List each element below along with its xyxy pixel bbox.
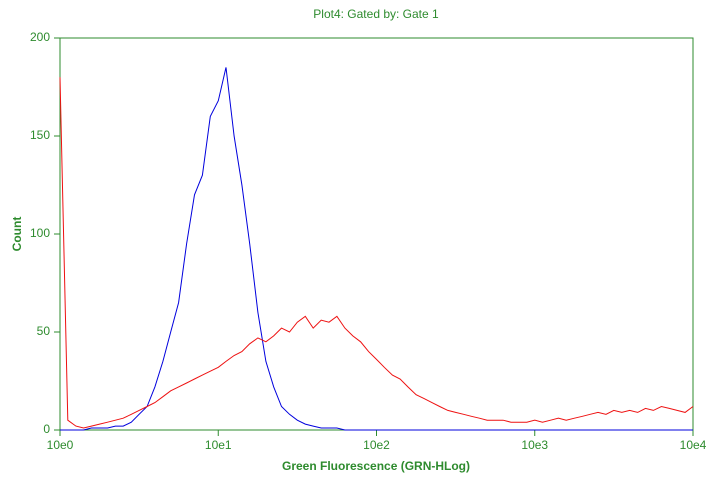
y-tick-label: 200 bbox=[30, 30, 50, 44]
y-tick-label: 100 bbox=[30, 226, 50, 240]
y-tick-label: 150 bbox=[30, 128, 50, 142]
chart-title: Plot4: Gated by: Gate 1 bbox=[313, 7, 439, 21]
histogram-line bbox=[60, 67, 693, 431]
x-tick-label: 10e1 bbox=[205, 438, 232, 452]
histogram-line bbox=[59, 77, 694, 429]
x-tick-label: 10e0 bbox=[47, 438, 74, 452]
x-axis-label: Green Fluorescence (GRN-HLog) bbox=[282, 459, 470, 473]
y-tick-label: 50 bbox=[37, 324, 51, 338]
y-tick-label: 0 bbox=[43, 422, 50, 436]
x-tick-label: 10e4 bbox=[680, 438, 707, 452]
x-tick-label: 10e3 bbox=[521, 438, 548, 452]
plot-frame bbox=[59, 37, 694, 431]
x-tick-label: 10e2 bbox=[363, 438, 390, 452]
y-axis-label: Count bbox=[10, 217, 24, 252]
